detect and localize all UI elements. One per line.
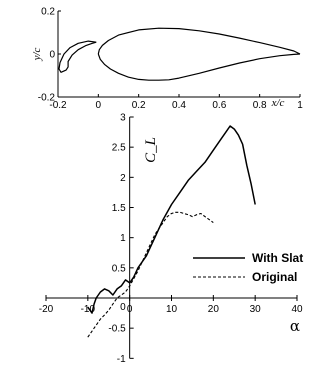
lift-y-tick-label: 3: [120, 113, 126, 124]
lift-y-tick-label: 0.5: [112, 263, 126, 274]
lift-y-tick-label: 2.5: [112, 143, 126, 154]
airfoil-x-tick-label: 0.8: [253, 100, 267, 111]
with-slat-curve: [87, 125, 256, 314]
airfoil-tick-labels: -0.2 0 0.2 0.4 0.6 0.8 1 0.2 0 -0.2: [38, 7, 303, 112]
lift-x-tick-label: 10: [166, 304, 178, 315]
legend-with-slat-label: With Slat: [252, 251, 303, 265]
original-curve: [87, 211, 214, 338]
lift-axes: [45, 116, 298, 359]
airfoil-plot: -0.2 0 0.2 0.4 0.6 0.8 1 0.2 0 -0.2 y/c x/c: [31, 7, 303, 112]
airfoil-y-tick-label: -0.2: [38, 93, 56, 104]
airfoil-shapes: [58, 27, 301, 81]
lift-plot: -20 -10 0 10 20 30 40-1-0.50.511.522.530 C_L α…: [39, 113, 303, 365]
airfoil-x-tick-label: 0: [96, 100, 102, 111]
lift-y-tick-label: 0: [120, 302, 126, 313]
lift-y-axis-label: C_L: [143, 137, 159, 163]
lift-x-tick-label: -10: [81, 304, 96, 315]
lift-y-tick-label: 2: [120, 173, 126, 184]
lift-curves: [87, 125, 256, 338]
slat-outline: [58, 40, 97, 73]
lift-y-tick-label: -1: [117, 354, 126, 365]
lift-y-tick-label: -0.5: [108, 324, 126, 335]
lift-y-tick-label: 1: [120, 233, 126, 244]
lift-y-tick-label: 1.5: [112, 203, 126, 214]
airfoil-x-tick-label: 0.2: [132, 100, 146, 111]
lift-x-tick-label: 30: [250, 304, 262, 315]
airfoil-x-tick-label: 0.6: [212, 100, 226, 111]
legend: With Slat Original: [193, 251, 303, 284]
lift-x-tick-label: -20: [39, 304, 54, 315]
airfoil-x-tick-label: 0.4: [172, 100, 186, 111]
airfoil-y-tick-label: 0.2: [41, 7, 55, 18]
airfoil-axes: [57, 10, 301, 98]
lift-x-tick-label: 40: [291, 304, 303, 315]
legend-original-label: Original: [252, 270, 297, 284]
airfoil-y-tick-label: 0: [49, 50, 55, 61]
lift-x-tick-label: 0: [127, 304, 133, 315]
main-element-lower-surface: [97, 53, 301, 81]
airfoil-y-axis-label: y/c: [31, 47, 43, 61]
lift-x-axis-label: α: [290, 317, 300, 335]
lift-x-tick-label: 20: [208, 304, 220, 315]
airfoil-x-tick-label: -0.2: [49, 100, 67, 111]
main-element-upper-surface: [97, 27, 301, 55]
airfoil-x-tick-label: 1: [297, 100, 303, 111]
lift-tick-labels: -20 -10 0 10 20 30 40-1-0.50.511.522.530: [39, 113, 303, 365]
airfoil-x-axis-label: x/c: [271, 97, 285, 109]
